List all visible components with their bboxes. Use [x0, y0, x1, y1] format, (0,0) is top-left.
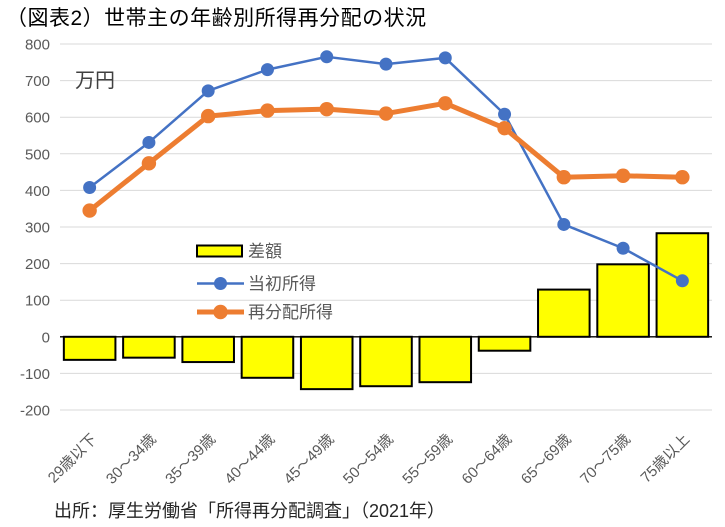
data-point-initial-income: [498, 107, 512, 121]
data-point-redistributed-income: [141, 156, 157, 171]
y-axis-tick-label: 0: [42, 329, 50, 346]
legend-label-initial-income: 当初所得: [248, 275, 316, 294]
data-point-redistributed-income: [497, 120, 512, 136]
x-axis-category-label: 29歳以下: [45, 431, 101, 487]
data-point-initial-income: [320, 50, 334, 64]
y-axis-tick-label: 400: [25, 183, 50, 200]
x-axis-category-label: 40～44歳: [221, 431, 278, 488]
legend-item-initial-income: 当初所得: [197, 275, 316, 294]
data-point-initial-income: [438, 51, 452, 65]
x-axis-category-label: 55～59歳: [399, 431, 456, 488]
data-point-redistributed-income: [319, 101, 334, 117]
data-point-initial-income: [616, 241, 630, 255]
x-axis-category-label: 50～54歳: [340, 431, 397, 488]
chart-title: （図表2）世帯主の年齢別所得再分配の状況: [6, 7, 427, 30]
data-point-redistributed-income: [200, 108, 216, 124]
y-axis-tick-label: 100: [25, 293, 50, 310]
y-axis-tick-label: -100: [20, 366, 50, 383]
x-axis-category-label: 60～64歳: [459, 431, 516, 488]
data-point-initial-income: [201, 84, 215, 98]
data-point-initial-income: [142, 135, 156, 149]
legend-swatch-difference: [196, 244, 243, 258]
data-point-redistributed-income: [615, 168, 631, 183]
legend-item-difference: 差額: [196, 242, 282, 261]
bar-difference: [240, 335, 295, 379]
bar-difference: [122, 335, 176, 359]
bar-difference: [62, 335, 117, 361]
y-axis-unit-label: 万円: [75, 70, 115, 92]
y-axis-tick-label: 200: [25, 256, 50, 273]
data-point-initial-income: [557, 217, 571, 231]
data-point-initial-income: [83, 180, 97, 194]
y-axis-tick-label: 800: [25, 37, 50, 54]
y-axis-tick-label: 600: [25, 110, 50, 127]
data-point-redistributed-income: [378, 106, 394, 121]
bar-difference: [596, 263, 650, 338]
bar-difference: [359, 335, 413, 388]
legend-marker-initial-income: [214, 277, 227, 290]
x-axis-category-label: 75歳以上: [638, 431, 694, 487]
bar-difference: [299, 335, 354, 391]
y-axis-tick-label: -200: [20, 403, 50, 420]
data-point-redistributed-income: [260, 103, 275, 118]
legend-label-redistributed-income: 再分配所得: [248, 303, 333, 322]
bar-difference: [181, 335, 235, 364]
data-point-redistributed-income: [675, 170, 690, 185]
y-axis-tick-label: 700: [25, 73, 50, 90]
x-axis-category-label: 35～39歳: [162, 431, 219, 488]
line-initial-income: [88, 55, 683, 282]
data-point-redistributed-income: [438, 96, 453, 111]
legend-item-redistributed-income: 再分配所得: [197, 303, 333, 322]
x-axis-category-label: 30～34歳: [103, 431, 160, 488]
bar-difference: [537, 288, 591, 338]
x-axis-category-label: 45～49歳: [281, 431, 338, 488]
x-axis-category-label: 65～69歳: [518, 431, 575, 488]
legend-marker-redistributed-income: [213, 304, 228, 320]
source-note: 出所：厚生労働省「所得再分配調査」（2021年）: [54, 501, 446, 521]
data-point-initial-income: [675, 274, 689, 288]
data-point-initial-income: [260, 63, 274, 77]
y-axis-tick-label: 500: [25, 146, 50, 163]
y-axis-tick-label: 300: [25, 220, 50, 237]
bar-difference: [418, 335, 473, 384]
bar-difference: [477, 335, 532, 352]
x-axis-category-label: 70～75歳: [577, 431, 634, 488]
legend-label-difference: 差額: [248, 242, 282, 261]
data-point-initial-income: [379, 57, 393, 71]
data-point-redistributed-income: [82, 203, 97, 218]
data-point-redistributed-income: [556, 170, 572, 185]
